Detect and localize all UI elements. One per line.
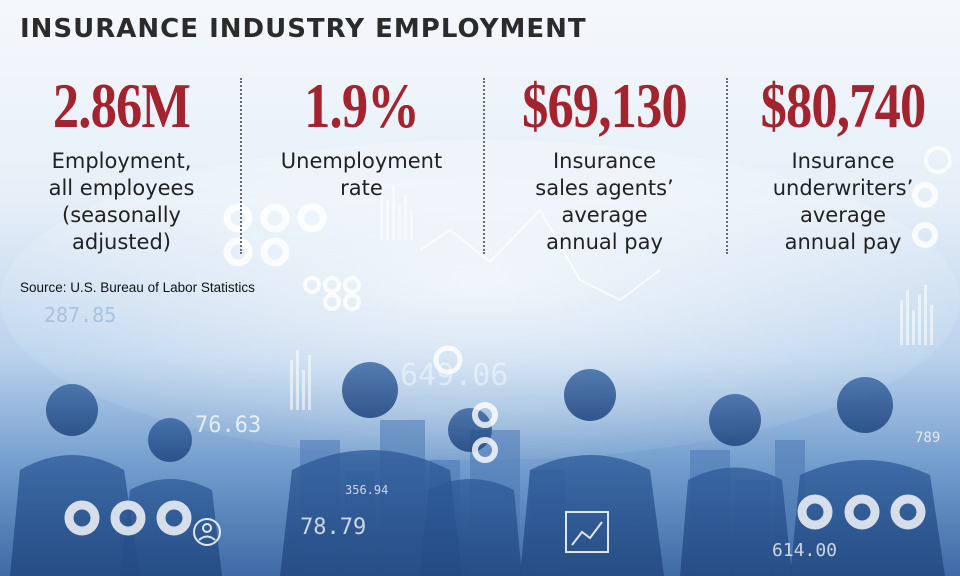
source-note: Source: U.S. Bureau of Labor Statistics (20, 280, 255, 295)
stat-value: $69,130 (522, 70, 688, 141)
digital-ring-icons (64, 146, 952, 536)
divider (483, 78, 485, 254)
bg-number-7: 614.00 (772, 540, 837, 561)
stat-label: Unemployment rate (280, 149, 443, 200)
stat-value: 1.9% (304, 70, 420, 141)
chart-icon-decor (565, 511, 609, 553)
divider (240, 78, 242, 254)
stat-sales-agents-pay: $69,130 Insurance sales agents’ average … (483, 70, 726, 256)
stat-underwriters-pay: $80,740 Insurance underwriters’ average … (726, 70, 960, 256)
bg-number-6: 789 (915, 430, 940, 446)
bg-number-2: 76.63 (195, 413, 261, 438)
bar-graph-decor (290, 185, 933, 410)
stat-label: Insurance sales agents’ average annual p… (535, 149, 674, 254)
stat-label: Employment, all employees (seasonally ad… (48, 149, 195, 254)
stat-label: Insurance underwriters’ average annual p… (772, 149, 914, 254)
stat-unemployment-rate: 1.9% Unemployment rate (240, 70, 483, 202)
page-title: INSURANCE INDUSTRY EMPLOYMENT (20, 14, 587, 44)
stat-employment: 2.86M Employment, all employees (seasona… (0, 70, 243, 256)
divider (726, 78, 728, 254)
people-silhouettes (10, 362, 945, 576)
user-icon-decor (193, 518, 221, 546)
stat-value: 2.86M (52, 70, 191, 141)
stats-row: 2.86M Employment, all employees (seasona… (0, 70, 960, 260)
bg-number-1: 287.85 (44, 303, 116, 327)
bg-number-3: 649.06 (400, 358, 508, 393)
bg-number-4: 356.94 (345, 483, 388, 497)
line-graph-decor (419, 208, 661, 302)
stat-value: $80,740 (760, 70, 927, 141)
bg-number-5: 78.79 (300, 515, 366, 540)
